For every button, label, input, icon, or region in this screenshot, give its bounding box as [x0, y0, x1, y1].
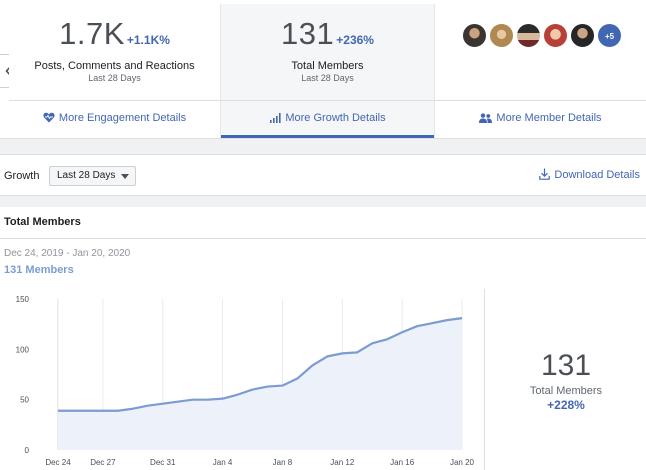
members-summary: 131 Total Members +228% — [484, 289, 646, 470]
data-point — [296, 377, 299, 380]
x-tick-label: Jan 4 — [213, 458, 233, 467]
y-tick-label: 100 — [16, 345, 30, 354]
date-range-dropdown[interactable]: Last 28 Days — [49, 166, 136, 186]
data-point — [191, 398, 194, 401]
x-tick-label: Jan 16 — [390, 458, 415, 467]
data-point — [281, 384, 284, 387]
card-divider — [9, 100, 220, 101]
data-point — [57, 409, 60, 412]
data-point — [326, 355, 329, 358]
data-point — [161, 402, 164, 405]
card-divider — [221, 100, 434, 101]
more-growth-details-link[interactable]: More Growth Details — [221, 108, 434, 128]
summary-label: Total Members — [529, 385, 603, 397]
growth-stat: 131 +236% — [221, 16, 434, 52]
data-point — [431, 322, 434, 325]
data-point — [266, 385, 269, 388]
active-tab-indicator — [221, 135, 434, 138]
more-members-badge[interactable]: +5 — [597, 23, 622, 48]
engagement-label: Posts, Comments and Reactions — [34, 60, 195, 72]
avatar[interactable] — [516, 23, 541, 48]
data-point — [116, 409, 119, 412]
avatar[interactable] — [543, 23, 568, 48]
download-icon — [539, 168, 551, 180]
download-details-label: Download Details — [554, 169, 640, 181]
data-point — [101, 409, 104, 412]
data-point — [251, 388, 254, 391]
x-tick-label: Dec 24 — [45, 458, 71, 467]
data-point — [461, 317, 464, 320]
bar-chart-icon — [270, 113, 281, 123]
section-gap — [0, 196, 646, 207]
people-icon — [479, 113, 493, 123]
engagement-stat: 1.7K +1.1K% — [9, 16, 220, 52]
y-tick-label: 150 — [16, 295, 30, 304]
date-range-value: Last 28 Days — [57, 170, 116, 181]
more-engagement-details-label: More Engagement Details — [58, 112, 187, 124]
total-members-panel: Total Members Dec 24, 2019 - Jan 20, 202… — [0, 207, 646, 470]
engagement-period: Last 28 Days — [88, 73, 141, 83]
growth-card: 131 +236% Total Members Last 28 Days More… — [221, 4, 434, 138]
avatar[interactable] — [570, 23, 595, 48]
engagement-delta: +1.1K% — [126, 33, 170, 47]
caret-down-icon — [121, 174, 129, 179]
summary-value: 131 — [540, 349, 592, 382]
panel-divider — [0, 238, 646, 239]
data-point — [71, 409, 74, 412]
data-point — [341, 352, 344, 355]
members-count-text: 131 Members — [4, 264, 74, 276]
data-point — [221, 397, 224, 400]
data-point — [206, 398, 209, 401]
x-tick-label: Dec 27 — [90, 458, 116, 467]
y-tick-label: 0 — [25, 446, 30, 455]
data-point — [446, 319, 449, 322]
data-point — [131, 407, 134, 410]
engagement-card: 1.7K +1.1K% Posts, Comments and Reactions… — [9, 4, 220, 138]
data-point — [371, 342, 374, 345]
card-divider — [435, 100, 646, 101]
heart-pulse-icon — [43, 112, 55, 123]
x-tick-label: Jan 8 — [273, 458, 293, 467]
summary-delta: +228% — [547, 398, 585, 412]
more-engagement-details-link[interactable]: More Engagement Details — [9, 108, 220, 128]
engagement-value: 1.7K — [59, 16, 125, 51]
growth-period: Last 28 Days — [301, 73, 354, 83]
x-tick-label: Dec 31 — [150, 458, 176, 467]
data-point — [416, 325, 419, 328]
growth-label: Total Members — [291, 60, 364, 72]
more-member-details-label: More Member Details — [496, 112, 602, 124]
data-point — [401, 331, 404, 334]
y-tick-label: 50 — [20, 396, 29, 405]
data-point — [146, 404, 149, 407]
members-line-chart: 0 50 100 150 Dec 24 Dec 27 Dec 31 Jan 4 Jan 8 Jan… — [16, 295, 475, 467]
avatar[interactable] — [489, 23, 514, 48]
card-separator — [434, 4, 435, 138]
data-point — [86, 409, 89, 412]
x-tick-label: Jan 12 — [330, 458, 355, 467]
data-point — [356, 351, 359, 354]
members-card: +5 More Member Details — [435, 4, 646, 138]
stat-cards: 1.7K +1.1K% Posts, Comments and Reactions… — [0, 0, 646, 138]
avatar[interactable] — [462, 23, 487, 48]
panel-title: Total Members — [4, 216, 81, 228]
growth-toolbar: Growth Last 28 Days Download Details — [0, 156, 646, 196]
growth-heading: Growth — [4, 170, 40, 182]
growth-delta: +236% — [336, 33, 374, 47]
series-area — [58, 318, 462, 450]
data-point — [311, 364, 314, 367]
x-tick-label: Jan 20 — [450, 458, 475, 467]
more-growth-details-label: More Growth Details — [285, 112, 386, 124]
date-range-text: Dec 24, 2019 - Jan 20, 2020 — [4, 248, 131, 259]
series-line — [58, 317, 463, 412]
data-point — [176, 400, 179, 403]
data-point — [386, 338, 389, 341]
more-member-details-link[interactable]: More Member Details — [435, 108, 646, 128]
download-details-link[interactable]: Download Details — [539, 168, 640, 181]
card-separator — [220, 4, 221, 138]
data-point — [236, 393, 239, 396]
section-gap — [0, 138, 646, 155]
growth-value: 131 — [281, 16, 335, 51]
